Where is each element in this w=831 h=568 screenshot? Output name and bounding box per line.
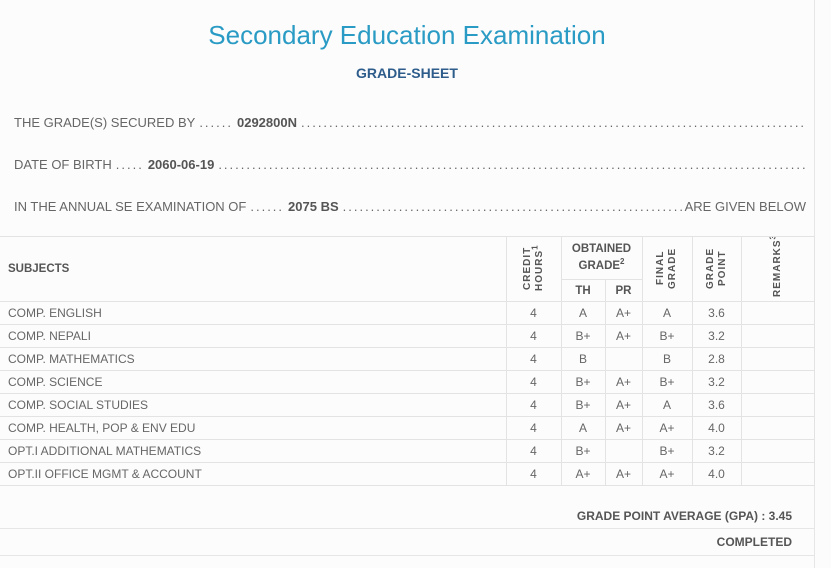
exam-suffix: ARE GIVEN BELOW — [684, 199, 806, 214]
cell-subject: OPT.I ADDITIONAL MATHEMATICS — [0, 439, 507, 463]
symbol-number: 0292800N — [236, 115, 297, 130]
cell-credit: 4 — [505, 393, 562, 417]
table-row: COMP. HEALTH, POP & ENV EDU 4 A A+ A+ 4.0 — [0, 416, 815, 440]
cell-point: 4.0 — [691, 416, 742, 440]
table-row: OPT.I ADDITIONAL MATHEMATICS 4 B+ B+ 3.2 — [0, 439, 815, 463]
cell-th: A+ — [560, 462, 606, 486]
table-row: OPT.II OFFICE MGMT & ACCOUNT 4 A+ A+ A+ 4.0 — [0, 462, 815, 486]
header-remarks: REMARKS3 — [740, 236, 815, 302]
cell-final: A — [641, 301, 693, 325]
cell-point: 3.2 — [691, 370, 742, 394]
header-obtained-grade: OBTAINED GRADE2 — [560, 236, 643, 280]
cell-point: 3.6 — [691, 301, 742, 325]
dob-line: DATE OF BIRTH ..... 2060-06-19 .........… — [14, 157, 806, 172]
grades-table: SUBJECTS CREDIT HOURS1 OBTAINED GRADE2 F… — [0, 236, 815, 486]
cell-remarks — [740, 370, 815, 394]
cell-final: B+ — [641, 439, 693, 463]
exam-line: IN THE ANNUAL SE EXAMINATION OF ...... 2… — [14, 199, 806, 214]
cell-credit: 4 — [505, 462, 562, 486]
cell-remarks — [740, 301, 815, 325]
cell-th: B+ — [560, 324, 606, 348]
cell-remarks — [740, 439, 815, 463]
results-section: SUBJECTS CREDIT HOURS1 OBTAINED GRADE2 F… — [0, 236, 815, 556]
cell-pr: A+ — [604, 416, 643, 440]
header-th: TH — [560, 279, 606, 302]
dob-label: DATE OF BIRTH — [14, 157, 112, 172]
cell-pr — [604, 347, 643, 371]
header-grade-point: GRADE POINT — [691, 236, 742, 302]
cell-point: 3.2 — [691, 439, 742, 463]
page-title: Secondary Education Examination — [208, 20, 606, 50]
cell-credit: 4 — [505, 324, 562, 348]
cell-final: A — [641, 393, 693, 417]
dob-value: 2060-06-19 — [147, 157, 215, 172]
cell-remarks — [740, 416, 815, 440]
cell-credit: 4 — [505, 416, 562, 440]
secured-by-label: THE GRADE(S) SECURED BY — [14, 115, 196, 130]
cell-pr: A+ — [604, 393, 643, 417]
cell-th: B+ — [560, 393, 606, 417]
cell-credit: 4 — [505, 347, 562, 371]
secured-by-line: THE GRADE(S) SECURED BY ...... 0292800N … — [14, 115, 806, 130]
cell-final: B+ — [641, 370, 693, 394]
table-row: COMP. ENGLISH 4 A A+ A 3.6 — [0, 301, 815, 325]
leader-dots: ........................................… — [300, 115, 806, 130]
cell-credit: 4 — [505, 370, 562, 394]
cell-remarks — [740, 462, 815, 486]
table-row: COMP. NEPALI 4 B+ A+ B+ 3.2 — [0, 324, 815, 348]
exam-year: 2075 BS — [288, 199, 339, 214]
cell-th: A — [560, 416, 606, 440]
cell-point: 4.0 — [691, 462, 742, 486]
table-row: COMP. SCIENCE 4 B+ A+ B+ 3.2 — [0, 370, 815, 394]
cell-point: 3.2 — [691, 324, 742, 348]
cell-credit: 4 — [505, 439, 562, 463]
cell-remarks — [740, 347, 815, 371]
cell-final: B+ — [641, 324, 693, 348]
cell-credit: 4 — [505, 301, 562, 325]
cell-pr: A+ — [604, 462, 643, 486]
cell-subject: COMP. ENGLISH — [0, 301, 507, 325]
cell-pr: A+ — [604, 324, 643, 348]
cell-th: B+ — [560, 370, 606, 394]
cell-final: B — [641, 347, 693, 371]
cell-pr — [604, 439, 643, 463]
cell-th: B — [560, 347, 606, 371]
cell-subject: OPT.II OFFICE MGMT & ACCOUNT — [0, 462, 507, 486]
cell-pr: A+ — [604, 370, 643, 394]
table-row: COMP. MATHEMATICS 4 B B 2.8 — [0, 347, 815, 371]
leader-dots: ..... — [115, 157, 144, 172]
leader-dots: ...... — [199, 115, 233, 130]
cell-point: 2.8 — [691, 347, 742, 371]
cell-subject: COMP. SCIENCE — [0, 370, 507, 394]
header-final-grade: FINAL GRADE — [641, 236, 693, 302]
header-subjects: SUBJECTS — [0, 236, 507, 302]
cell-subject: COMP. MATHEMATICS — [0, 347, 507, 371]
leader-dots: ...... — [250, 199, 285, 214]
gpa-summary: GRADE POINT AVERAGE (GPA) : 3.45 — [0, 486, 814, 529]
cell-th: A — [560, 301, 606, 325]
table-row: COMP. SOCIAL STUDIES 4 B+ A+ A 3.6 — [0, 393, 815, 417]
header-pr: PR — [604, 279, 643, 302]
cell-subject: COMP. SOCIAL STUDIES — [0, 393, 507, 417]
header-credit-hours: CREDIT HOURS1 — [505, 236, 562, 302]
result-status: COMPLETED — [0, 529, 814, 556]
cell-th: B+ — [560, 439, 606, 463]
cell-subject: COMP. NEPALI — [0, 324, 507, 348]
exam-label: IN THE ANNUAL SE EXAMINATION OF — [14, 199, 247, 214]
cell-pr: A+ — [604, 301, 643, 325]
cell-remarks — [740, 393, 815, 417]
cell-final: A+ — [641, 462, 693, 486]
cell-final: A+ — [641, 416, 693, 440]
leader-dots: ........................................… — [342, 199, 685, 214]
cell-point: 3.6 — [691, 393, 742, 417]
cell-subject: COMP. HEALTH, POP & ENV EDU — [0, 416, 507, 440]
cell-remarks — [740, 324, 815, 348]
page-subtitle: GRADE-SHEET — [356, 65, 458, 81]
leader-dots: ........................................… — [218, 157, 806, 172]
